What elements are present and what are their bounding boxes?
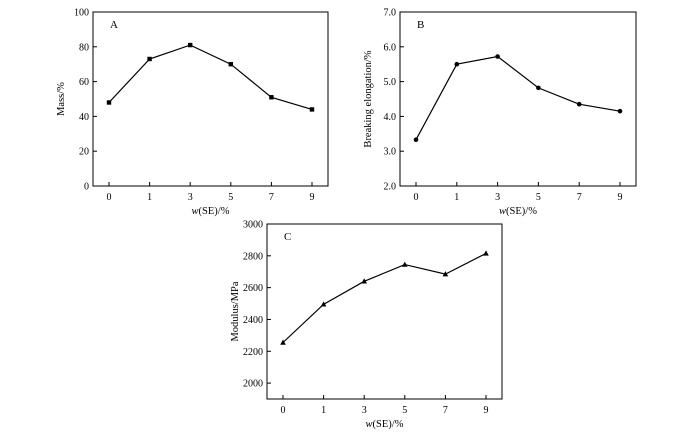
y-tick-label: 2600 [243,283,263,294]
y-tick-label: 4.0 [384,112,397,123]
panel-letter: C [284,231,291,243]
data-point-square [188,42,193,48]
data-point-square [106,100,112,105]
y-tick-label: 2200 [243,347,263,358]
x-axis-label-italic: w [192,206,199,217]
x-axis-label-italic: w [499,206,506,217]
y-tick-label: 2800 [243,251,263,262]
x-axis-label-rest: (SE)/% [373,419,404,430]
data-point-square [309,107,315,112]
x-axis-label-rest: (SE)/% [199,206,230,217]
data-point-triangle [280,339,286,345]
plot-frame [92,11,329,187]
chart-panel-c: C 2000 2200 2400 2600 2800 3000 0 1 3 5 7 9 w(SE)/% Mo… [230,220,503,430]
x-axis-label-italic: w [366,419,373,430]
y-tick-label: 7.0 [384,8,397,19]
y-tick-label: 100 [74,8,89,19]
x-tick-label: 3 [362,405,367,416]
data-point-square [228,62,233,67]
x-tick-label: 0 [107,192,112,203]
y-tick-label: 80 [79,42,89,53]
x-tick-label: 3 [188,192,193,203]
y-tick-label: 3000 [243,220,263,231]
x-axis-label: w(SE)/% [366,419,404,430]
chart-panel-b: B 2.0 3.0 4.0 5.0 6.0 7.0 0 1 3 5 7 9 w(SE)/% Breaking… [363,8,637,217]
data-point-square [269,95,274,100]
x-tick-label: 1 [321,405,326,416]
x-tick-label: 9 [618,192,623,203]
y-tick-label: 2400 [243,315,263,326]
x-tick-label: 9 [310,192,315,203]
y-tick-label: 0 [84,182,89,193]
x-tick-label: 5 [536,192,541,203]
panel-letter: A [110,19,118,31]
data-point-triangle [320,301,327,307]
x-axis-label: w(SE)/% [192,206,230,217]
data-point-triangle [442,271,449,277]
data-point-circle [576,101,582,107]
x-tick-label: 7 [577,192,582,203]
x-tick-label: 3 [495,192,500,203]
data-point-square [147,56,152,62]
data-point-triangle [361,278,367,284]
y-tick-label: 60 [79,77,89,88]
y-tick-label: 2000 [243,379,263,390]
x-tick-label: 1 [454,192,459,203]
y-tick-label: 2.0 [384,182,397,193]
data-point-circle [413,137,419,143]
series-line [108,44,313,110]
data-point-triangle [402,261,408,267]
x-tick-label: 0 [414,192,419,203]
x-tick-label: 5 [402,405,407,416]
y-axis-label: Mass/% [56,82,67,116]
series-line [282,252,487,343]
data-point-circle [495,54,500,59]
y-axis-label: Breaking elongation/% [363,50,374,147]
x-tick-label: 0 [281,405,286,416]
chart-panel-a: A 0 20 40 60 80 100 0 1 3 5 7 9 w(SE)/% Mass/% [56,8,329,217]
plot-frame [399,11,637,187]
x-tick-label: 1 [147,192,152,203]
x-tick-label: 5 [228,192,233,203]
data-point-circle [536,85,541,91]
y-tick-label: 3.0 [384,147,397,158]
series-line [415,55,621,140]
x-axis-label: w(SE)/% [499,206,537,217]
x-tick-label: 7 [443,405,448,416]
panel-letter: B [417,19,424,31]
y-tick-label: 40 [79,112,89,123]
data-point-triangle [483,250,489,256]
plot-frame [266,223,503,400]
y-axis-label: Modulus/MPa [230,281,241,341]
data-point-circle [454,61,460,67]
y-tick-label: 6.0 [384,42,397,53]
y-tick-label: 5.0 [384,77,397,88]
x-tick-label: 7 [269,192,274,203]
data-point-circle [617,108,623,114]
x-axis-label-rest: (SE)/% [506,206,537,217]
y-tick-label: 20 [79,147,89,158]
x-tick-label: 9 [484,405,489,416]
